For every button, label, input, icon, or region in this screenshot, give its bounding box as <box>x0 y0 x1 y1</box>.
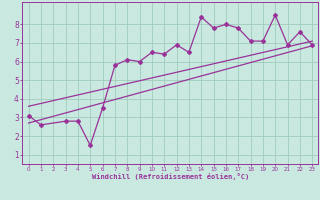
X-axis label: Windchill (Refroidissement éolien,°C): Windchill (Refroidissement éolien,°C) <box>92 173 249 180</box>
